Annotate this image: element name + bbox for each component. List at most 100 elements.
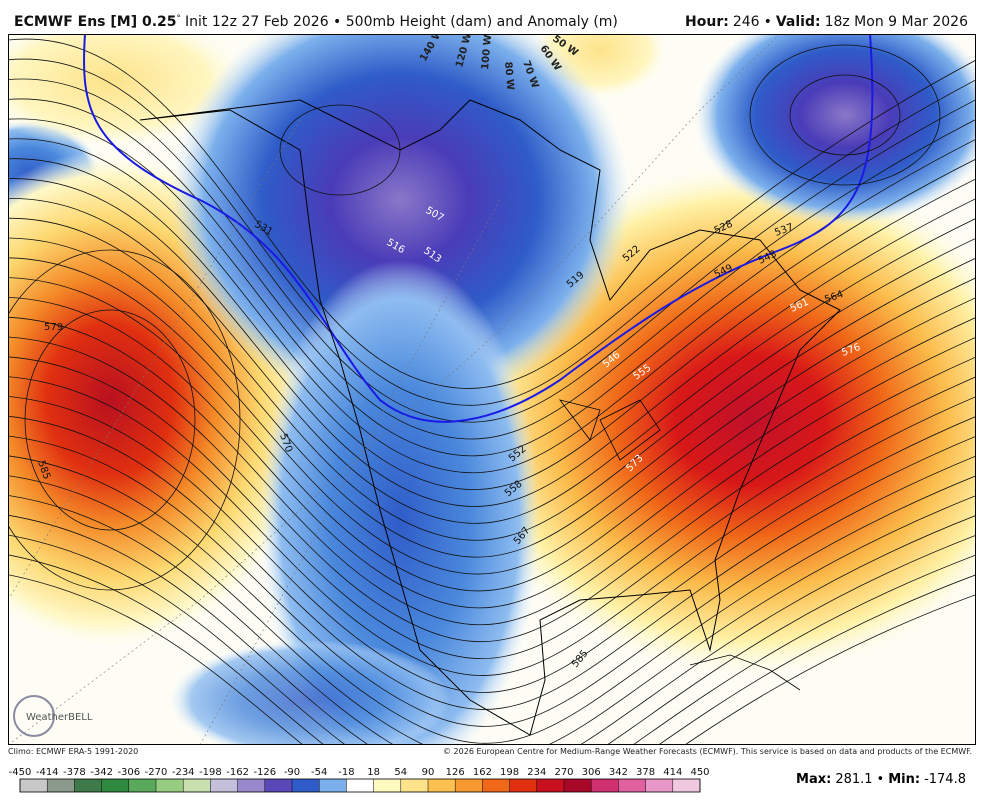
colorbar-segment (20, 779, 48, 792)
separator: • (877, 772, 885, 787)
low-contour (749, 44, 941, 186)
coastline (139, 99, 841, 736)
colorbar-segment (482, 779, 510, 792)
colorbar-segment (156, 779, 184, 792)
contour-line (8, 534, 976, 745)
colorbar-tick-label: -450 (9, 767, 32, 778)
colorbar-segment (210, 779, 238, 792)
contour-line (8, 237, 976, 558)
height-contours (8, 38, 976, 745)
longitude-label: 80 W (502, 61, 515, 90)
contour-line (8, 396, 976, 693)
contour-line (8, 38, 976, 389)
great-lakes (559, 399, 661, 461)
colorbar-segment (564, 779, 592, 792)
colorbar-segment (346, 779, 374, 792)
colorbar-tick-label: 306 (582, 767, 601, 778)
colorbar-tick-label: -306 (117, 767, 140, 778)
colorbar-tick-label: 198 (500, 767, 519, 778)
colorbar-tick-label: -198 (199, 767, 222, 778)
contour-line (8, 554, 976, 745)
contour-line (8, 118, 976, 457)
contour-line (8, 78, 976, 423)
colorbar-tick-label: 378 (636, 767, 655, 778)
contour-line (8, 415, 976, 710)
colorbar-tick-label: 126 (446, 767, 465, 778)
contour-line (8, 217, 976, 541)
colorbar-tick-label: 450 (690, 767, 709, 778)
contour-line (8, 277, 976, 592)
colorbar-segment (183, 779, 211, 792)
contour-line (8, 316, 976, 626)
colorbar-segment (618, 779, 646, 792)
colorbar-segment (319, 779, 347, 792)
contour-line (8, 297, 976, 609)
colorbar-tick-label: -90 (284, 767, 300, 778)
logo: WeatherBELL (13, 695, 93, 737)
colorbar-tick-label: -126 (253, 767, 276, 778)
contour-line (8, 356, 976, 660)
hour-label: Hour: (685, 14, 729, 30)
climo-note: Climo: ECMWF ERA-5 1991-2020 (8, 747, 138, 756)
low-contour (789, 74, 901, 156)
colorbar-tick-label: 90 (422, 767, 435, 778)
colorbar-tick-label: 414 (663, 767, 682, 778)
colorbar-segment (373, 779, 401, 792)
map-frame (8, 34, 976, 745)
colorbar-tick-label: -234 (172, 767, 195, 778)
hour: 246 (733, 14, 760, 30)
copyright: © 2026 European Centre for Medium-Range … (443, 747, 972, 756)
contour-label: 579 (44, 322, 63, 333)
logo-ring (13, 695, 55, 737)
colorbar-tick-label: 234 (527, 767, 546, 778)
graticule (8, 34, 781, 745)
contour-line (8, 336, 976, 643)
colorbar-tick-label: -162 (226, 767, 249, 778)
colorbar-segment (400, 779, 428, 792)
title-rest: Init 12z 27 Feb 2026 • 500mb Height (dam… (185, 14, 618, 30)
title: ECMWF Ens [M] 0.25° Init 12z 27 Feb 2026 … (14, 14, 618, 30)
colorbar-segment (101, 779, 129, 792)
contour-line (8, 495, 976, 745)
colorbar-segment (672, 779, 700, 792)
colorbar-segment (264, 779, 292, 792)
contour-line (8, 514, 976, 745)
colorbar-tick-label: 18 (367, 767, 380, 778)
valid-time: Hour: 246 • Valid: 18z Mon 9 Mar 2026 (685, 14, 968, 30)
colorbar-segment (509, 779, 537, 792)
max-min: Max: 281.1 • Min: -174.8 (796, 772, 966, 787)
contour-line (8, 158, 976, 490)
longitude-label: 100 W (480, 34, 494, 70)
separator: • (764, 14, 772, 30)
colorbar-tick-label: -270 (145, 767, 168, 778)
contour-line (8, 178, 976, 507)
max-value: 281.1 (835, 772, 872, 787)
high-contour (8, 249, 241, 591)
max-label: Max: (796, 772, 831, 787)
colorbar-tick-label: 162 (473, 767, 492, 778)
valid: 18z Mon 9 Mar 2026 (825, 14, 969, 30)
colorbar-tick-label: -342 (90, 767, 113, 778)
colorbar-tick-label: -18 (338, 767, 354, 778)
high-contour (24, 309, 196, 531)
min-value: -174.8 (924, 772, 966, 787)
colorbar-segment (292, 779, 320, 792)
colorbar: -450 -414 -378 -342 -306 -270 -234 -198 -162 -126… (9, 767, 710, 793)
title-degree: ° (177, 14, 182, 24)
logo-text: WeatherBELL (26, 712, 93, 723)
colorbar-segment (591, 779, 619, 792)
colorbar-segment (47, 779, 75, 792)
contour-line (8, 435, 976, 727)
colorbar-tick-label: 54 (394, 767, 407, 778)
colorbar-segment (237, 779, 265, 792)
contour-line (8, 574, 976, 745)
colorbar-tick-label: -54 (311, 767, 327, 778)
contour-line (8, 197, 976, 524)
colorbar-segment (74, 779, 102, 792)
contour-line (8, 257, 976, 575)
min-label: Min: (888, 772, 920, 787)
contour-line (8, 475, 976, 745)
colorbar-segment (645, 779, 673, 792)
anomaly-cold (695, 34, 976, 225)
